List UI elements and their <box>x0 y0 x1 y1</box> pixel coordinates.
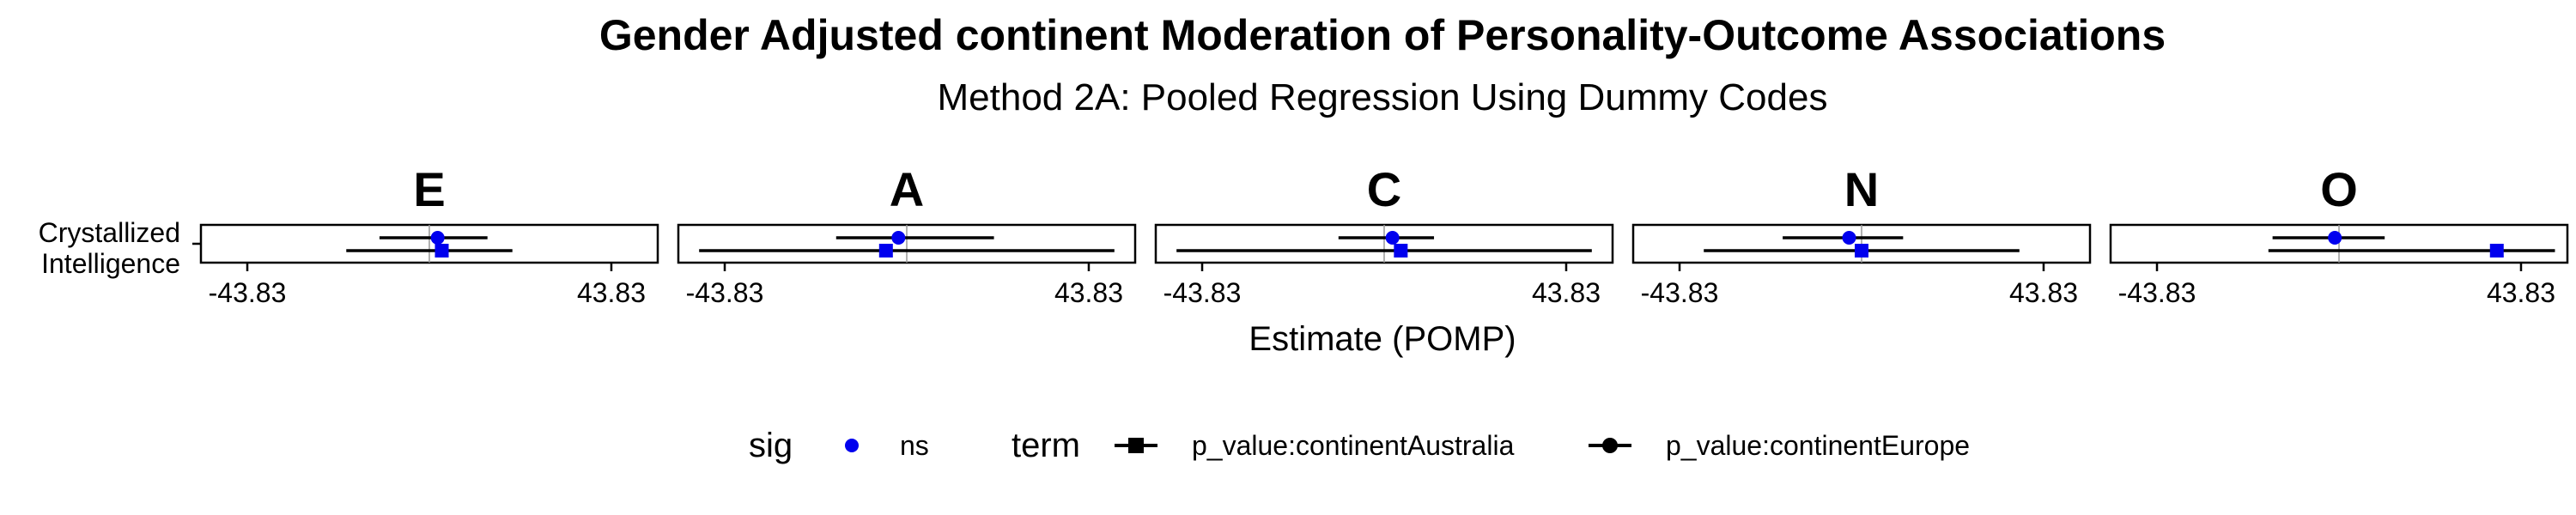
estimate-point-europe <box>2328 231 2342 245</box>
x-tick-label: 43.83 <box>2009 277 2078 308</box>
estimate-point-australia <box>434 244 449 258</box>
x-tick-label: -43.83 <box>1641 277 1719 308</box>
facet-panel-N: N -43.83 43.83 <box>1631 162 2092 308</box>
chart-subtitle: Method 2A: Pooled Regression Using Dummy… <box>938 76 1828 118</box>
x-tick-label: -43.83 <box>686 277 764 308</box>
estimate-point-australia <box>2489 244 2504 258</box>
x-tick-label: 43.83 <box>1054 277 1123 308</box>
facet-panel-E: E -43.83 43.83 <box>199 162 659 308</box>
y-category-label-line: Crystallized <box>39 217 180 248</box>
legend-term-europe-marker <box>1602 438 1618 453</box>
facet-panels: E -43.83 43.83 A -43.83 43.83 C -43.83 43.83 N -43… <box>192 162 2569 308</box>
legend-term-australia-marker <box>1128 438 1144 453</box>
legend-term-europe-label: p_value:continentEurope <box>1666 430 1970 461</box>
legend-sig-ns-label: ns <box>900 430 929 461</box>
y-category-label-line: Intelligence <box>41 248 180 279</box>
chart-title: Gender Adjusted continent Moderation of … <box>599 11 2166 59</box>
x-tick-label: 43.83 <box>577 277 646 308</box>
facet-strip-label: N <box>1844 162 1879 216</box>
estimate-point-europe <box>1842 231 1856 245</box>
facet-panel-C: C -43.83 43.83 <box>1154 162 1614 308</box>
facet-strip-label: E <box>413 162 445 216</box>
facet-strip-label: A <box>890 162 924 216</box>
estimate-point-australia <box>878 244 893 258</box>
estimate-point-europe <box>891 231 906 245</box>
x-tick-label: 43.83 <box>2487 277 2555 308</box>
x-tick-label: 43.83 <box>1532 277 1601 308</box>
x-tick-label: -43.83 <box>2118 277 2196 308</box>
facet-panel-A: A -43.83 43.83 <box>677 162 1137 308</box>
legend: sig ns term p_value:continentAustralia p… <box>749 427 1970 464</box>
estimate-point-australia <box>1855 244 1868 258</box>
legend-sig-ns-marker <box>845 439 859 452</box>
legend-sig-title: sig <box>749 427 793 464</box>
legend-term-australia-label: p_value:continentAustralia <box>1192 430 1515 461</box>
x-tick-label: -43.83 <box>1163 277 1242 308</box>
estimate-point-europe <box>430 231 445 245</box>
estimate-point-australia <box>1394 244 1408 258</box>
legend-term-title: term <box>1012 427 1080 464</box>
estimate-point-europe <box>1385 231 1400 245</box>
x-axis-title: Estimate (POMP) <box>1249 320 1516 358</box>
x-tick-label: -43.83 <box>209 277 287 308</box>
facet-strip-label: O <box>2320 162 2358 216</box>
facet-strip-label: C <box>1367 162 1401 216</box>
facet-panel-O: O -43.83 43.83 <box>2109 162 2569 308</box>
